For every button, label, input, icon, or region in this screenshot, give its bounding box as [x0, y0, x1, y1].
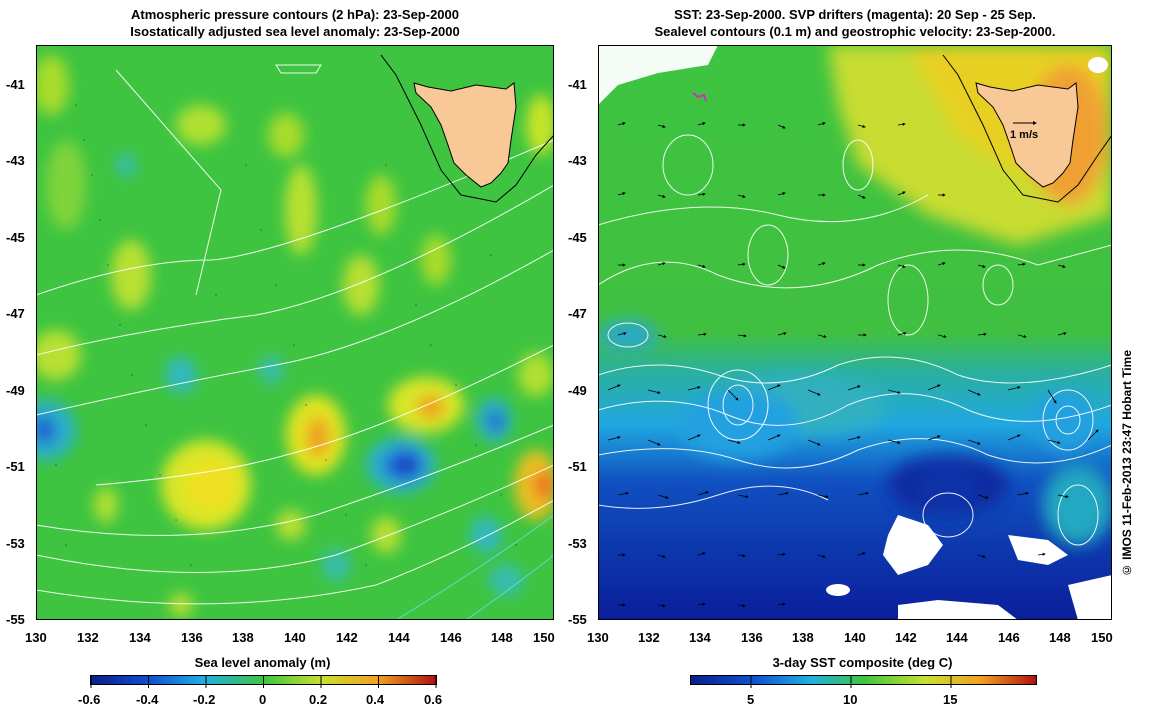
lon-tick: 150: [533, 630, 555, 645]
sst-cb-tick: 15: [943, 692, 958, 707]
lon-tick: 144: [388, 630, 410, 645]
shelf-contour: [942, 54, 1112, 203]
sla-colorbar: [90, 675, 437, 688]
lat-tick: -55: [6, 612, 25, 627]
lat-tick: -53: [6, 536, 25, 551]
lon-tick: 142: [336, 630, 358, 645]
lon-tick: 150: [1091, 630, 1113, 645]
lat-tick: -49: [6, 383, 25, 398]
left-panel-title: Atmospheric pressure contours (2 hPa): 2…: [36, 6, 554, 40]
velocity-arrows: [607, 122, 1099, 608]
lat-tick: -45: [6, 230, 25, 245]
lon-tick: 136: [181, 630, 203, 645]
sla-cb-tick: -0.2: [193, 692, 216, 707]
lon-tick: 130: [587, 630, 609, 645]
left-title-line1: Atmospheric pressure contours (2 hPa): 2…: [131, 7, 459, 22]
lon-tick: 138: [232, 630, 254, 645]
lat-tick: -41: [6, 77, 25, 92]
sla-cb-tick: 0: [259, 692, 267, 707]
shelf-contour: [380, 54, 554, 203]
sst-colorbar: [690, 675, 1037, 688]
lat-tick: -47: [6, 306, 25, 321]
sst-colorbar-title: 3-day SST composite (deg C): [772, 655, 953, 670]
sealevel-contours: [598, 134, 1112, 546]
lat-tick: -45: [568, 230, 587, 245]
lat-tick: -53: [568, 536, 587, 551]
sla-cb-tick: 0.2: [309, 692, 328, 707]
tasmania-land: [975, 82, 1079, 188]
lon-tick: 140: [284, 630, 306, 645]
pressure-contours: [36, 64, 554, 605]
lon-tick: 140: [844, 630, 866, 645]
lat-tick: -41: [568, 77, 587, 92]
sla-cb-tick: 0.6: [424, 692, 443, 707]
lat-tick: -43: [6, 153, 25, 168]
lon-tick: 146: [440, 630, 462, 645]
imos-credit: © IMOS 11-Feb-2013 23:47 Hobart Time: [1120, 350, 1134, 578]
lon-tick: 132: [77, 630, 99, 645]
sla-colorbar-title: Sea level anomaly (m): [194, 655, 331, 670]
lon-tick: 132: [638, 630, 660, 645]
lon-tick: 148: [1049, 630, 1071, 645]
significance-stipple: [55, 104, 517, 566]
svp-drifter-track: [692, 92, 707, 102]
lon-tick: 138: [792, 630, 814, 645]
lat-tick: -55: [568, 612, 587, 627]
sla-cb-tick: 0.4: [366, 692, 385, 707]
no-data-patches: [598, 45, 1112, 620]
lon-tick: 146: [998, 630, 1020, 645]
lon-tick: 136: [741, 630, 763, 645]
lat-tick: -51: [568, 459, 587, 474]
lon-tick: 142: [895, 630, 917, 645]
sla-cb-tick: -0.6: [78, 692, 101, 707]
left-title-line2: Isostatically adjusted sea level anomaly…: [130, 24, 460, 39]
lon-tick: 130: [25, 630, 47, 645]
lat-tick: -43: [568, 153, 587, 168]
left-map[interactable]: [36, 45, 554, 620]
right-title-line1: SST: 23-Sep-2000. SVP drifters (magenta)…: [674, 7, 1036, 22]
lon-tick: 148: [491, 630, 513, 645]
lat-tick: -51: [6, 459, 25, 474]
lat-tick: -47: [568, 306, 587, 321]
lon-tick: 144: [946, 630, 968, 645]
sst-cb-tick: 5: [747, 692, 755, 707]
lon-tick: 134: [129, 630, 151, 645]
right-title-line2: Sealevel contours (0.1 m) and geostrophi…: [654, 24, 1056, 39]
sla-cb-tick: -0.4: [136, 692, 159, 707]
lon-tick: 134: [689, 630, 711, 645]
tasmania-land: [413, 82, 517, 188]
sst-cb-tick: 10: [843, 692, 858, 707]
right-map[interactable]: 1 m/s: [598, 45, 1112, 620]
scale-arrow-label: 1 m/s: [1010, 129, 1038, 141]
lat-tick: -49: [568, 383, 587, 398]
right-panel-title: SST: 23-Sep-2000. SVP drifters (magenta)…: [598, 6, 1112, 40]
